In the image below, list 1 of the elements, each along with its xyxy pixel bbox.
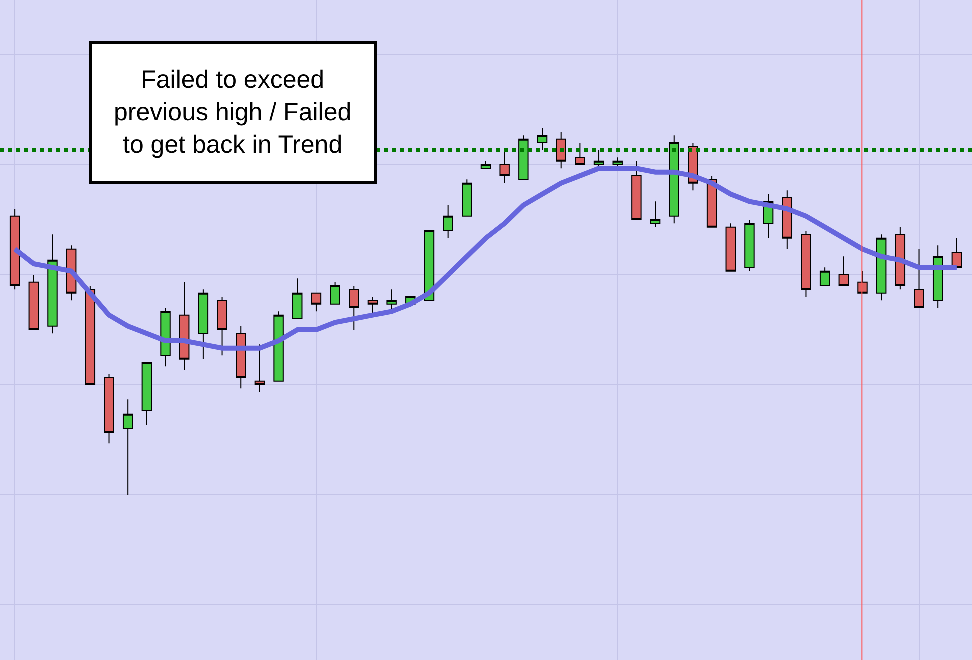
annotation: Failed to exceed previous high / Failed to get back in Trend <box>114 66 352 159</box>
